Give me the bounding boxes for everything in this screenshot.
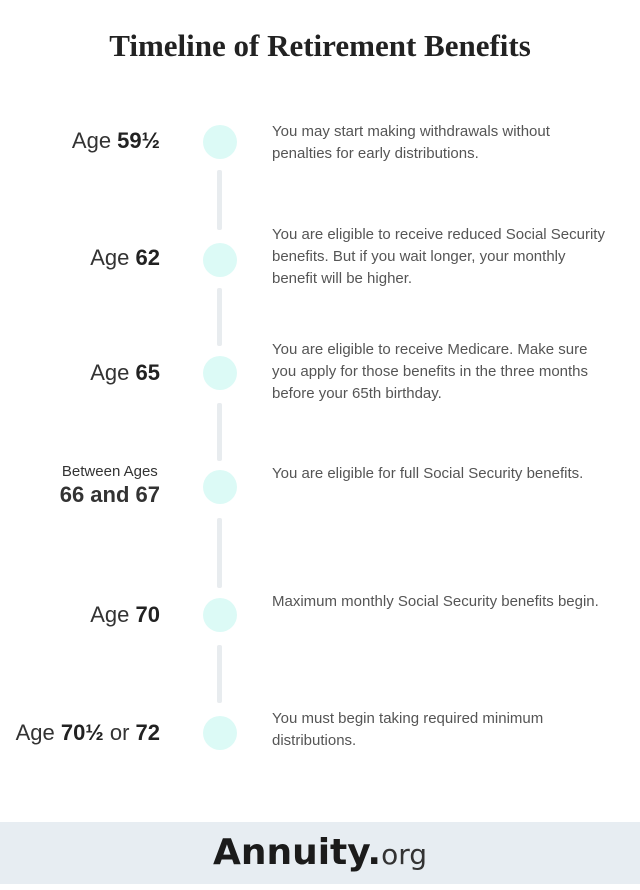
timeline-description: You are eligible to receive Medicare. Ma… xyxy=(272,341,589,402)
timeline-age-label: Age 65 xyxy=(90,360,160,385)
timeline-description: You must begin taking required minimum d… xyxy=(272,710,544,749)
timeline-age-label: Age 70½ or 72 xyxy=(15,720,160,745)
timeline-connector xyxy=(217,288,222,346)
timeline-age-label: Between Ages 66 and 67 xyxy=(59,463,160,507)
timeline-dot xyxy=(203,470,237,504)
timeline-connector xyxy=(217,645,222,703)
timeline-dot xyxy=(203,598,237,632)
timeline-description: You are eligible for full Social Securit… xyxy=(272,465,584,482)
timeline-age-label: Age 70 xyxy=(90,602,160,627)
timeline-description: Maximum monthly Social Security benefits… xyxy=(272,593,599,610)
timeline-connector xyxy=(217,518,222,588)
annuity-logo[interactable]: Annuity.org xyxy=(212,832,428,873)
timeline-age-label: Age 59½ xyxy=(71,128,160,153)
timeline-dot xyxy=(203,243,237,277)
timeline-connector xyxy=(217,403,222,461)
timeline-dot xyxy=(203,356,237,390)
page-title: Timeline of Retirement Benefits xyxy=(109,28,531,63)
timeline-description: You are eligible to receive reduced Soci… xyxy=(272,226,605,287)
timeline-description: You may start making withdrawals without… xyxy=(272,123,550,162)
timeline-dot xyxy=(203,125,237,159)
timeline-age-label: Age 62 xyxy=(90,245,160,270)
footer: Annuity.org xyxy=(0,822,640,884)
timeline-dot xyxy=(203,716,237,750)
timeline-connector xyxy=(217,170,222,230)
